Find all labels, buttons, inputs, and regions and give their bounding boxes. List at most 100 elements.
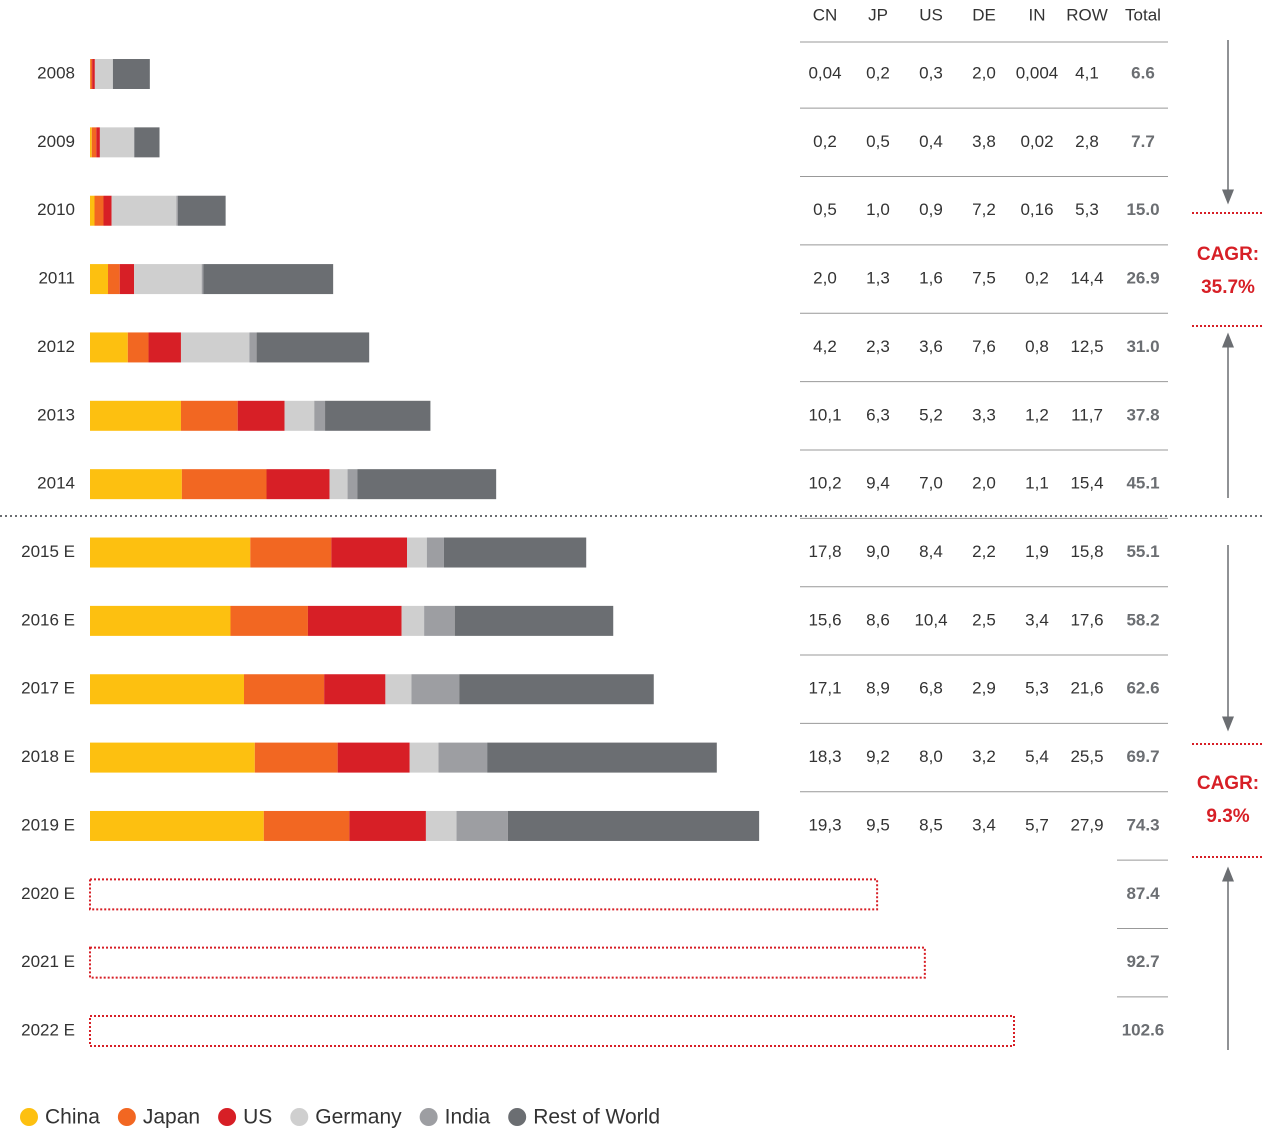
table-cell: 10,2 [808, 474, 841, 493]
y-tick-label: 2021 E [21, 952, 75, 971]
bar-segment [444, 538, 586, 568]
table-cell: 15,8 [1070, 542, 1103, 561]
bar-segment [90, 538, 250, 568]
table-cell: 25,5 [1070, 747, 1103, 766]
table-cell: 4,1 [1075, 63, 1099, 82]
bar-segment [181, 332, 249, 362]
table-cell: 3,8 [972, 132, 996, 151]
table-cell: 9,4 [866, 474, 890, 493]
bar-segment [113, 59, 150, 89]
table-cell: 10,4 [914, 610, 947, 629]
table-cell: 11,7 [1071, 405, 1103, 424]
bar-segment [314, 401, 325, 431]
table-cell: 5,3 [1075, 200, 1099, 219]
table-cell: 0,16 [1020, 200, 1053, 219]
bar-segment [455, 606, 614, 636]
table-cell: 17,6 [1070, 610, 1103, 629]
table-cell: 0,004 [1016, 63, 1059, 82]
legend-label: Germany [315, 1106, 402, 1129]
table-total: 37.8 [1126, 405, 1159, 424]
legend-label: US [243, 1106, 272, 1129]
table-cell: 1,2 [1025, 405, 1049, 424]
forecast-bar [90, 948, 925, 978]
bar-segment [264, 811, 350, 841]
table-cell: 5,4 [1025, 747, 1049, 766]
legend-swatch [420, 1108, 438, 1126]
annotation: 35.7% [1201, 277, 1255, 298]
column-header: JP [868, 5, 888, 24]
table-cell: 7,2 [972, 200, 996, 219]
table-cell: 1,3 [866, 269, 890, 288]
table-cell: 17,1 [808, 679, 841, 698]
table-cell: 9,0 [866, 542, 890, 561]
bar-segment [95, 196, 104, 226]
annotation: CAGR: [1197, 244, 1259, 265]
bar-segment [134, 127, 159, 157]
y-tick-label: 2022 E [21, 1021, 75, 1040]
table-total: 92.7 [1126, 952, 1159, 971]
y-tick-label: 2017 E [21, 679, 75, 698]
column-header: CN [813, 5, 838, 24]
column-header: Total [1125, 5, 1161, 24]
table-cell: 4,2 [813, 337, 837, 356]
legend-swatch [218, 1108, 236, 1126]
table-cell: 19,3 [808, 815, 841, 834]
bar-segment [457, 811, 508, 841]
table-total: 62.6 [1126, 679, 1159, 698]
table-cell: 9,2 [866, 747, 890, 766]
y-tick-label: 2018 E [21, 747, 75, 766]
legend-swatch [20, 1108, 38, 1126]
table-cell: 3,4 [972, 815, 996, 834]
table-cell: 2,0 [813, 269, 837, 288]
bar-segment [90, 606, 230, 636]
bar-segment [92, 59, 95, 89]
table-cell: 0,04 [808, 63, 841, 82]
bar-segment [244, 674, 324, 704]
bar-segment [308, 606, 402, 636]
legend-label: China [45, 1106, 100, 1129]
table-cell: 8,0 [919, 747, 943, 766]
y-tick-label: 2019 E [21, 815, 75, 834]
table-total: 45.1 [1126, 474, 1159, 493]
bar-segment [349, 811, 426, 841]
table-cell: 0,5 [813, 200, 837, 219]
bar-segment [230, 606, 307, 636]
bar-segment [250, 538, 331, 568]
table-cell: 15,6 [808, 610, 841, 629]
bar-segment [412, 674, 460, 704]
bar-segment [285, 401, 315, 431]
bar-segment [134, 264, 202, 294]
bar-segment [90, 743, 255, 773]
table-total: 58.2 [1126, 610, 1159, 629]
table-cell: 1,6 [919, 269, 943, 288]
table-cell: 2,0 [972, 474, 996, 493]
column-header: DE [972, 5, 996, 24]
y-tick-label: 2013 [37, 405, 75, 424]
bar-segment [90, 127, 92, 157]
bar-segment [203, 264, 333, 294]
table-cell: 17,8 [808, 542, 841, 561]
bar-segment [424, 606, 455, 636]
bar-segment [108, 264, 120, 294]
bar-segment [407, 538, 427, 568]
bar-segment [90, 401, 181, 431]
y-tick-label: 2011 [38, 269, 75, 288]
y-tick-label: 2016 E [21, 610, 75, 629]
table-cell: 14,4 [1070, 269, 1103, 288]
bar-segment [112, 196, 177, 226]
table-cell: 6,3 [866, 405, 890, 424]
table-cell: 3,2 [972, 747, 996, 766]
forecast-bar [90, 1016, 1014, 1046]
bar-segment [181, 401, 238, 431]
bar-segment [96, 127, 100, 157]
table-cell: 10,1 [808, 405, 841, 424]
y-tick-label: 2015 E [21, 542, 75, 561]
table-total: 87.4 [1126, 884, 1160, 903]
legend-swatch [290, 1108, 308, 1126]
bar-segment [95, 59, 113, 89]
column-header: IN [1029, 5, 1046, 24]
table-cell: 0,2 [1025, 269, 1049, 288]
table-cell: 8,4 [919, 542, 943, 561]
table-total: 69.7 [1126, 747, 1159, 766]
bar-segment [357, 469, 496, 499]
